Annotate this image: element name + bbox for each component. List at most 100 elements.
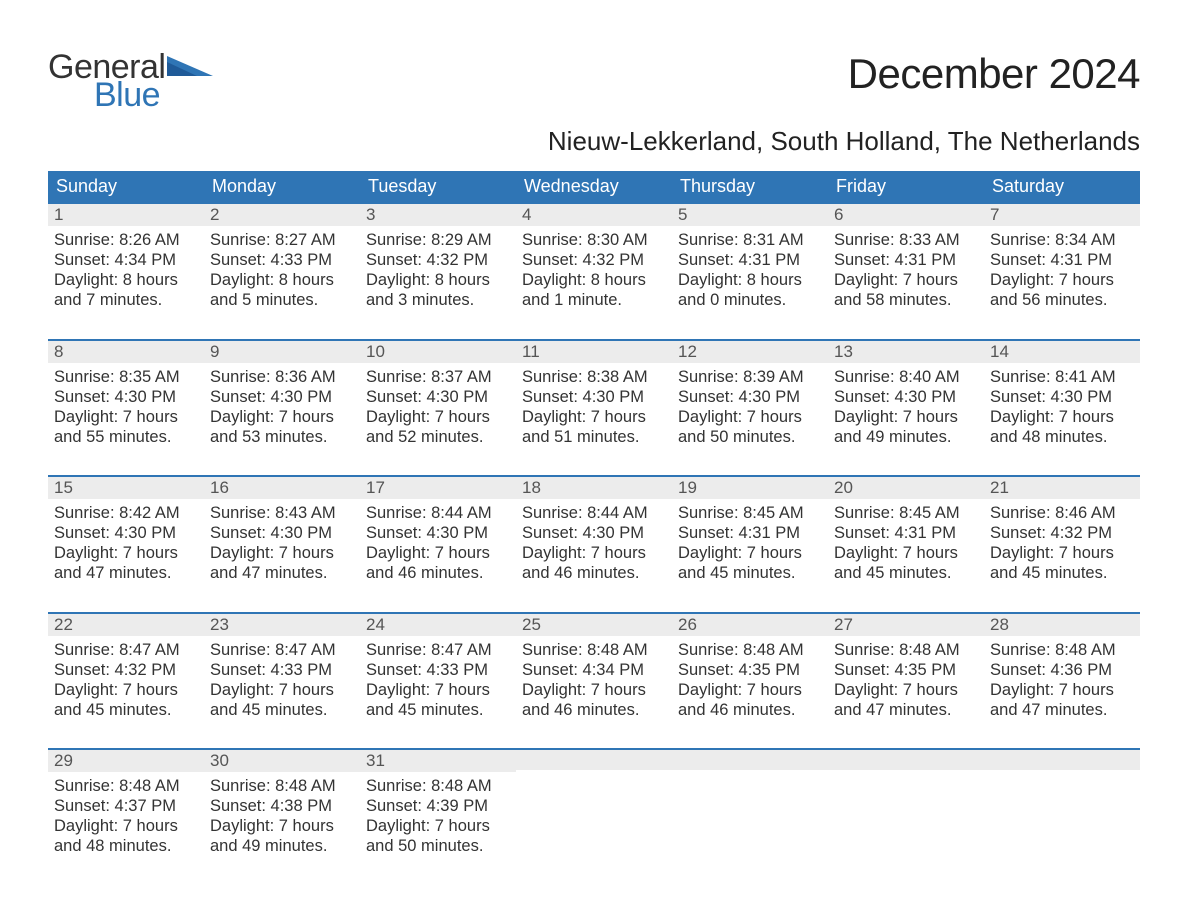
calendar-day: 6 Sunrise: 8:33 AMSunset: 4:31 PMDaylight… bbox=[828, 204, 984, 315]
calendar-day: 14Sunrise: 8:41 AMSunset: 4:30 PMDayligh… bbox=[984, 341, 1140, 452]
weekday-header: Saturday bbox=[984, 171, 1140, 202]
day-daylight2: and 45 minutes. bbox=[678, 563, 822, 583]
day-number-row: 15 bbox=[48, 477, 204, 499]
weekday-header: Thursday bbox=[672, 171, 828, 202]
day-sunset: Sunset: 4:33 PM bbox=[210, 660, 354, 680]
day-body: Sunrise: 8:31 AMSunset: 4:31 PMDaylight:… bbox=[672, 226, 828, 315]
day-number: 15 bbox=[54, 478, 73, 497]
day-body: Sunrise: 8:37 AMSunset: 4:30 PMDaylight:… bbox=[360, 363, 516, 452]
location-subtitle: Nieuw-Lekkerland, South Holland, The Net… bbox=[48, 126, 1140, 157]
calendar-day: 20Sunrise: 8:45 AMSunset: 4:31 PMDayligh… bbox=[828, 477, 984, 588]
day-body: Sunrise: 8:44 AMSunset: 4:30 PMDaylight:… bbox=[516, 499, 672, 588]
day-number: 7 bbox=[990, 205, 999, 224]
day-number-row-empty bbox=[828, 750, 984, 770]
day-number-row: 25 bbox=[516, 614, 672, 636]
day-daylight1: Daylight: 7 hours bbox=[834, 407, 978, 427]
day-body: Sunrise: 8:45 AMSunset: 4:31 PMDaylight:… bbox=[672, 499, 828, 588]
day-sunset: Sunset: 4:36 PM bbox=[990, 660, 1134, 680]
day-daylight1: Daylight: 7 hours bbox=[834, 270, 978, 290]
day-daylight1: Daylight: 7 hours bbox=[678, 680, 822, 700]
day-daylight2: and 0 minutes. bbox=[678, 290, 822, 310]
day-sunrise: Sunrise: 8:41 AM bbox=[990, 367, 1134, 387]
day-sunset: Sunset: 4:32 PM bbox=[54, 660, 198, 680]
calendar-day: 11Sunrise: 8:38 AMSunset: 4:30 PMDayligh… bbox=[516, 341, 672, 452]
day-body: Sunrise: 8:46 AMSunset: 4:32 PMDaylight:… bbox=[984, 499, 1140, 588]
day-sunset: Sunset: 4:39 PM bbox=[366, 796, 510, 816]
calendar-day: 22Sunrise: 8:47 AMSunset: 4:32 PMDayligh… bbox=[48, 614, 204, 725]
calendar-day: 27Sunrise: 8:48 AMSunset: 4:35 PMDayligh… bbox=[828, 614, 984, 725]
day-body: Sunrise: 8:45 AMSunset: 4:31 PMDaylight:… bbox=[828, 499, 984, 588]
day-body: Sunrise: 8:36 AMSunset: 4:30 PMDaylight:… bbox=[204, 363, 360, 452]
day-number: 11 bbox=[522, 342, 540, 361]
day-sunrise: Sunrise: 8:34 AM bbox=[990, 230, 1134, 250]
day-sunset: Sunset: 4:31 PM bbox=[834, 250, 978, 270]
day-body: Sunrise: 8:27 AMSunset: 4:33 PMDaylight:… bbox=[204, 226, 360, 315]
day-sunset: Sunset: 4:34 PM bbox=[54, 250, 198, 270]
day-sunrise: Sunrise: 8:38 AM bbox=[522, 367, 666, 387]
day-body: Sunrise: 8:40 AMSunset: 4:30 PMDaylight:… bbox=[828, 363, 984, 452]
day-sunset: Sunset: 4:31 PM bbox=[834, 523, 978, 543]
logo: General Blue bbox=[48, 50, 217, 112]
calendar-day: 13Sunrise: 8:40 AMSunset: 4:30 PMDayligh… bbox=[828, 341, 984, 452]
day-daylight2: and 46 minutes. bbox=[522, 700, 666, 720]
day-daylight2: and 50 minutes. bbox=[366, 836, 510, 856]
day-number-row: 16 bbox=[204, 477, 360, 499]
day-sunrise: Sunrise: 8:30 AM bbox=[522, 230, 666, 250]
day-number-row: 26 bbox=[672, 614, 828, 636]
day-number-row: 19 bbox=[672, 477, 828, 499]
day-body: Sunrise: 8:33 AMSunset: 4:31 PMDaylight:… bbox=[828, 226, 984, 315]
day-daylight2: and 7 minutes. bbox=[54, 290, 198, 310]
day-sunset: Sunset: 4:30 PM bbox=[210, 387, 354, 407]
calendar-week: 8Sunrise: 8:35 AMSunset: 4:30 PMDaylight… bbox=[48, 339, 1140, 452]
day-body: Sunrise: 8:48 AMSunset: 4:37 PMDaylight:… bbox=[48, 772, 204, 861]
day-number-row: 20 bbox=[828, 477, 984, 499]
day-body: Sunrise: 8:30 AMSunset: 4:32 PMDaylight:… bbox=[516, 226, 672, 315]
day-daylight1: Daylight: 7 hours bbox=[522, 680, 666, 700]
day-daylight2: and 46 minutes. bbox=[522, 563, 666, 583]
calendar-week: 1Sunrise: 8:26 AMSunset: 4:34 PMDaylight… bbox=[48, 202, 1140, 315]
page-title: December 2024 bbox=[848, 50, 1140, 98]
day-daylight1: Daylight: 7 hours bbox=[54, 407, 198, 427]
day-daylight2: and 50 minutes. bbox=[678, 427, 822, 447]
calendar-day bbox=[516, 750, 672, 861]
calendar-day: 7Sunrise: 8:34 AMSunset: 4:31 PMDaylight… bbox=[984, 204, 1140, 315]
day-body: Sunrise: 8:42 AMSunset: 4:30 PMDaylight:… bbox=[48, 499, 204, 588]
day-body: Sunrise: 8:47 AMSunset: 4:33 PMDaylight:… bbox=[204, 636, 360, 725]
day-sunrise: Sunrise: 8:39 AM bbox=[678, 367, 822, 387]
day-number-row: 28 bbox=[984, 614, 1140, 636]
day-daylight2: and 52 minutes. bbox=[366, 427, 510, 447]
day-body: Sunrise: 8:29 AMSunset: 4:32 PMDaylight:… bbox=[360, 226, 516, 315]
calendar-day: 30Sunrise: 8:48 AMSunset: 4:38 PMDayligh… bbox=[204, 750, 360, 861]
day-daylight2: and 53 minutes. bbox=[210, 427, 354, 447]
day-body: Sunrise: 8:41 AMSunset: 4:30 PMDaylight:… bbox=[984, 363, 1140, 452]
day-daylight1: Daylight: 7 hours bbox=[834, 680, 978, 700]
day-daylight1: Daylight: 7 hours bbox=[366, 407, 510, 427]
day-number-row: 14 bbox=[984, 341, 1140, 363]
day-sunrise: Sunrise: 8:44 AM bbox=[366, 503, 510, 523]
day-daylight2: and 46 minutes. bbox=[678, 700, 822, 720]
day-sunset: Sunset: 4:30 PM bbox=[990, 387, 1134, 407]
day-daylight2: and 55 minutes. bbox=[54, 427, 198, 447]
calendar-day: 2Sunrise: 8:27 AMSunset: 4:33 PMDaylight… bbox=[204, 204, 360, 315]
day-number-row: 30 bbox=[204, 750, 360, 772]
day-sunset: Sunset: 4:30 PM bbox=[54, 387, 198, 407]
day-number: 6 bbox=[834, 205, 843, 224]
day-number-row: 7 bbox=[984, 204, 1140, 226]
day-daylight1: Daylight: 7 hours bbox=[990, 270, 1134, 290]
day-number: 26 bbox=[678, 615, 697, 634]
day-daylight1: Daylight: 7 hours bbox=[54, 816, 198, 836]
day-sunrise: Sunrise: 8:47 AM bbox=[54, 640, 198, 660]
calendar-day: 5Sunrise: 8:31 AMSunset: 4:31 PMDaylight… bbox=[672, 204, 828, 315]
day-daylight2: and 49 minutes. bbox=[210, 836, 354, 856]
day-sunset: Sunset: 4:35 PM bbox=[678, 660, 822, 680]
day-sunrise: Sunrise: 8:46 AM bbox=[990, 503, 1134, 523]
day-number: 18 bbox=[522, 478, 541, 497]
day-daylight1: Daylight: 7 hours bbox=[210, 543, 354, 563]
day-number: 23 bbox=[210, 615, 229, 634]
day-daylight2: and 45 minutes. bbox=[210, 700, 354, 720]
day-body: Sunrise: 8:43 AMSunset: 4:30 PMDaylight:… bbox=[204, 499, 360, 588]
day-daylight1: Daylight: 7 hours bbox=[678, 543, 822, 563]
day-number: 21 bbox=[990, 478, 1009, 497]
weekday-header: Monday bbox=[204, 171, 360, 202]
day-daylight2: and 47 minutes. bbox=[210, 563, 354, 583]
